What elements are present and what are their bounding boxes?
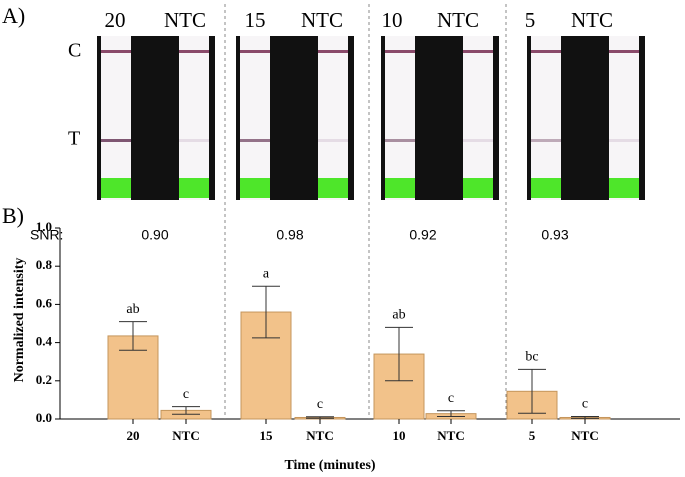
strip-pad bbox=[609, 178, 639, 198]
strip bbox=[240, 36, 270, 200]
significance-letter: bc bbox=[525, 350, 538, 365]
significance-letter: c bbox=[183, 387, 189, 402]
strip bbox=[101, 36, 131, 200]
significance-letter: c bbox=[448, 391, 454, 406]
control-line bbox=[463, 50, 493, 53]
line-label: C bbox=[68, 40, 81, 62]
control-line bbox=[240, 50, 270, 53]
x-tick-label: NTC bbox=[306, 428, 333, 443]
snr-value: 0.90 bbox=[141, 227, 168, 243]
test-line bbox=[463, 139, 493, 142]
strip-pad bbox=[463, 178, 493, 198]
x-tick-label: NTC bbox=[437, 428, 464, 443]
significance-letter: ab bbox=[126, 302, 139, 317]
y-axis-title: Normalized intensity bbox=[12, 258, 27, 383]
control-line bbox=[179, 50, 209, 53]
strip-pad bbox=[531, 178, 561, 198]
strip-label: 20 bbox=[105, 8, 126, 32]
strip-pad bbox=[318, 178, 348, 198]
snr-value: 0.93 bbox=[541, 227, 568, 243]
strip bbox=[609, 36, 639, 200]
control-line bbox=[609, 50, 639, 53]
control-line bbox=[385, 50, 415, 53]
panel-label: B) bbox=[2, 203, 24, 228]
snr-value: 0.92 bbox=[409, 227, 436, 243]
y-tick-label: 0.2 bbox=[36, 372, 52, 387]
strip bbox=[531, 36, 561, 200]
strip-label: 10 bbox=[382, 8, 403, 32]
control-line bbox=[101, 50, 131, 53]
strip bbox=[385, 36, 415, 200]
strip-label: NTC bbox=[164, 8, 206, 32]
control-line bbox=[531, 50, 561, 53]
test-line bbox=[240, 139, 270, 142]
strip bbox=[179, 36, 209, 200]
x-tick-label: 5 bbox=[529, 428, 536, 443]
x-tick-label: 20 bbox=[127, 428, 140, 443]
x-tick-label: 15 bbox=[260, 428, 274, 443]
line-label: T bbox=[68, 128, 80, 150]
y-tick-label: 1.0 bbox=[36, 219, 52, 234]
y-tick-label: 0.8 bbox=[36, 257, 53, 272]
panel-label: A) bbox=[2, 3, 25, 28]
snr-label: SNR: bbox=[30, 227, 63, 243]
test-line bbox=[385, 139, 415, 142]
strip-label: NTC bbox=[437, 8, 479, 32]
snr-value: 0.98 bbox=[276, 227, 303, 243]
strip-pad bbox=[179, 178, 209, 198]
strip-label: 5 bbox=[525, 8, 536, 32]
y-tick-label: 0.0 bbox=[36, 410, 52, 425]
test-line bbox=[609, 139, 639, 142]
x-tick-label: NTC bbox=[571, 428, 598, 443]
y-tick-label: 0.4 bbox=[36, 334, 53, 349]
strip-pad bbox=[240, 178, 270, 198]
test-line bbox=[531, 139, 561, 142]
significance-letter: a bbox=[263, 266, 270, 281]
strip-label: NTC bbox=[301, 8, 343, 32]
strip-pad bbox=[101, 178, 131, 198]
strip-pad bbox=[385, 178, 415, 198]
strip-label: 15 bbox=[245, 8, 266, 32]
x-tick-label: 10 bbox=[393, 428, 406, 443]
test-line bbox=[318, 139, 348, 142]
test-line bbox=[179, 139, 209, 142]
significance-letter: c bbox=[582, 397, 588, 412]
strip-label: NTC bbox=[571, 8, 613, 32]
x-tick-label: NTC bbox=[172, 428, 199, 443]
y-tick-label: 0.6 bbox=[36, 295, 53, 310]
control-line bbox=[318, 50, 348, 53]
strip bbox=[318, 36, 348, 200]
test-line bbox=[101, 139, 131, 142]
strip bbox=[463, 36, 493, 200]
significance-letter: c bbox=[317, 397, 323, 412]
x-axis-title: Time (minutes) bbox=[284, 458, 375, 473]
significance-letter: ab bbox=[392, 308, 405, 323]
